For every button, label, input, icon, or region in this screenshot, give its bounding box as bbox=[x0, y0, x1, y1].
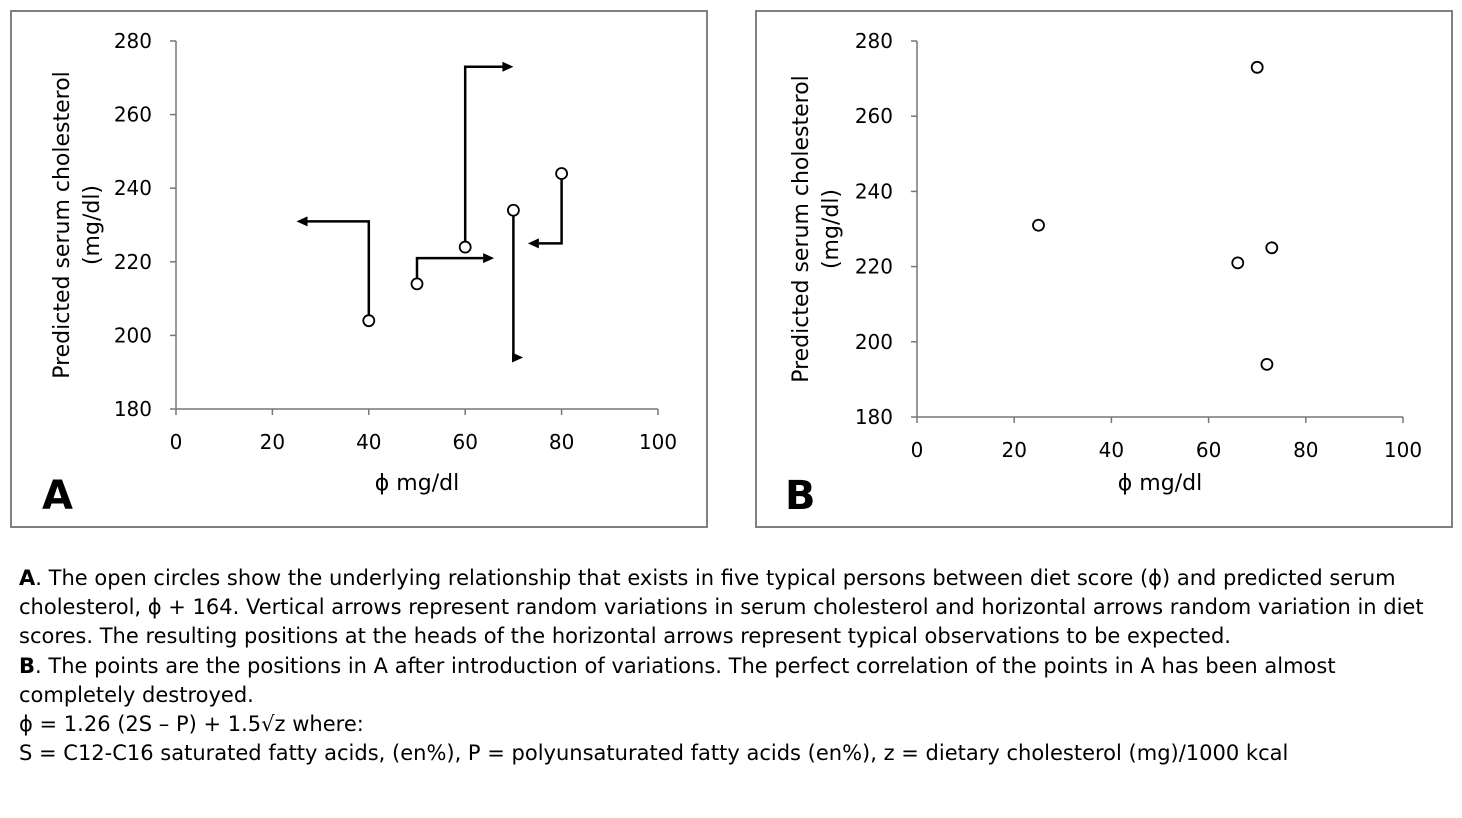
x-axis-title: ϕ mg/dl bbox=[1118, 471, 1202, 496]
y-tick-label: 260 bbox=[855, 104, 893, 128]
x-tick-label: 100 bbox=[1384, 438, 1422, 462]
y-axis-title: Predicted serum cholesterol (mg/dl) bbox=[789, 75, 844, 383]
caption-b-label: B bbox=[19, 653, 36, 678]
data-point bbox=[555, 167, 568, 180]
y-axis-title: Predicted serum cholesterol (mg/dl) bbox=[50, 71, 105, 379]
x-tick-label: 20 bbox=[1001, 438, 1026, 462]
data-point bbox=[1260, 357, 1274, 371]
variation-arrow bbox=[307, 220, 371, 321]
data-point bbox=[1032, 218, 1045, 232]
figure-caption: A. The open circles show the underlying … bbox=[19, 564, 1449, 768]
y-tick-label: 240 bbox=[114, 176, 152, 200]
x-tick-label: 60 bbox=[452, 430, 477, 454]
y-axis-title-line: (mg/dl) bbox=[80, 185, 105, 265]
x-tick-label: 60 bbox=[1196, 438, 1221, 462]
y-tick-label: 220 bbox=[114, 250, 152, 274]
caption-b-text: . The points are the positions in A afte… bbox=[19, 653, 1336, 707]
y-axis-title-line: Predicted serum cholesterol bbox=[50, 71, 75, 379]
chart-panel-a: 180 200 220 240 260 280 0 20 40 60 80 100 ϕ mg/dl Pre… bbox=[10, 10, 708, 528]
y-tick-label: 180 bbox=[855, 405, 893, 429]
x-tick-label: 40 bbox=[1099, 438, 1124, 462]
y-axis-title-line: (mg/dl) bbox=[819, 189, 844, 269]
data-point bbox=[1250, 60, 1264, 74]
x-tick-label: 20 bbox=[260, 430, 285, 454]
arrow-head bbox=[502, 61, 514, 72]
data-point bbox=[458, 240, 472, 254]
caption-a-label: A bbox=[19, 566, 36, 590]
variation-arrow bbox=[512, 210, 515, 359]
caption-a-paragraph: A. The open circles show the underlying … bbox=[19, 564, 1449, 652]
arrow-head bbox=[483, 253, 495, 264]
x-axis-title: ϕ mg/dl bbox=[375, 471, 459, 496]
data-point bbox=[362, 314, 376, 328]
caption-formula: ϕ = 1.26 (2S – P) + 1.5√z where: bbox=[19, 712, 364, 737]
y-axis-title-line: Predicted serum cholesterol bbox=[789, 75, 814, 383]
y-tick-label: 280 bbox=[114, 29, 152, 53]
caption-b-paragraph: B. The points are the positions in A aft… bbox=[19, 652, 1449, 710]
arrow-head bbox=[527, 238, 539, 249]
y-tick-label: 260 bbox=[114, 103, 152, 127]
data-point bbox=[506, 203, 520, 217]
chart-panel-b: 180 200 220 240 260 280 0 20 40 60 80 100 ϕ mg/dl Pre… bbox=[755, 10, 1453, 528]
x-tick-label: 100 bbox=[639, 430, 677, 454]
y-tick-label: 200 bbox=[855, 330, 893, 354]
arrow-head bbox=[512, 352, 524, 363]
panel-letter: A bbox=[42, 473, 73, 519]
arrow-head bbox=[296, 216, 308, 227]
panel-letter: B bbox=[785, 473, 816, 519]
x-tick-label: 80 bbox=[549, 430, 574, 454]
data-point bbox=[1265, 241, 1279, 255]
data-point bbox=[1231, 256, 1245, 270]
data-point bbox=[410, 277, 424, 291]
variation-arrow bbox=[415, 256, 484, 284]
variation-arrow bbox=[463, 65, 503, 248]
variation-arrow bbox=[538, 173, 563, 245]
x-tick-label: 80 bbox=[1293, 438, 1318, 462]
y-tick-label: 180 bbox=[114, 397, 152, 421]
y-tick-label: 220 bbox=[855, 255, 893, 279]
caption-definitions: S = C12-C16 saturated fatty acids, (en%)… bbox=[19, 741, 1289, 766]
y-tick-label: 280 bbox=[855, 29, 893, 53]
chart-b-svg: 180 200 220 240 260 280 0 20 40 60 80 100 ϕ mg/dl Pre… bbox=[785, 29, 1422, 519]
caption-a-text: . The open circles show the underlying r… bbox=[19, 566, 1424, 649]
x-tick-label: 40 bbox=[356, 430, 381, 454]
chart-a-svg: 180 200 220 240 260 280 0 20 40 60 80 100 ϕ mg/dl Pre… bbox=[42, 29, 677, 519]
x-tick-label: 0 bbox=[170, 430, 183, 454]
y-tick-label: 200 bbox=[114, 323, 152, 347]
x-tick-label: 0 bbox=[911, 438, 924, 462]
y-tick-label: 240 bbox=[855, 179, 893, 203]
